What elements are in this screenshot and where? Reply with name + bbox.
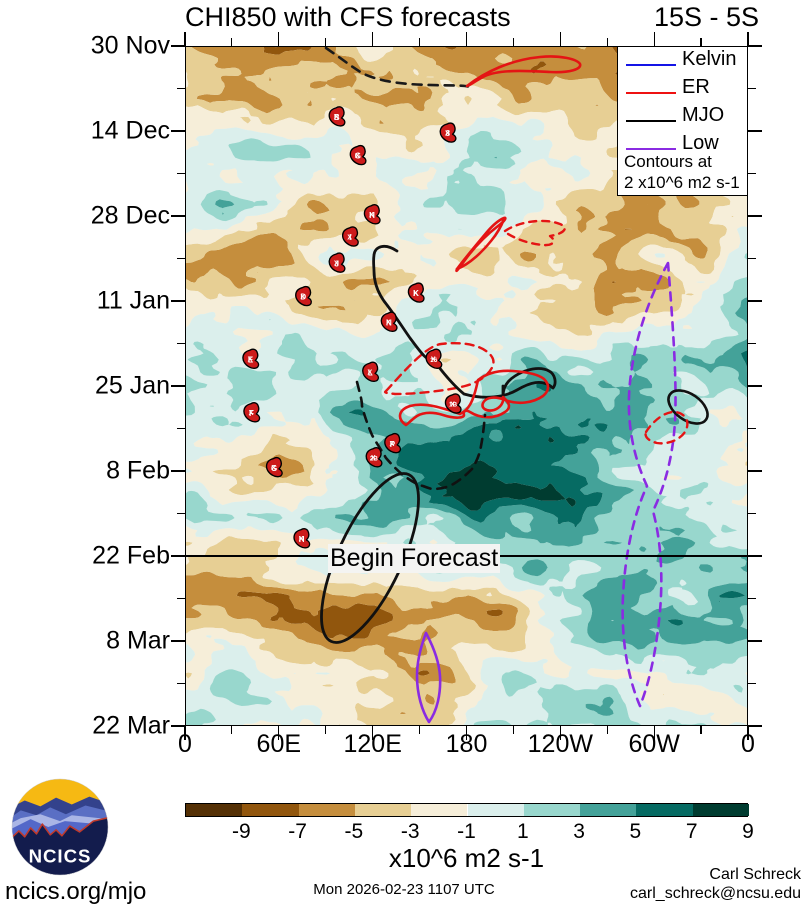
- svg-text:NCICS: NCICS: [29, 845, 92, 866]
